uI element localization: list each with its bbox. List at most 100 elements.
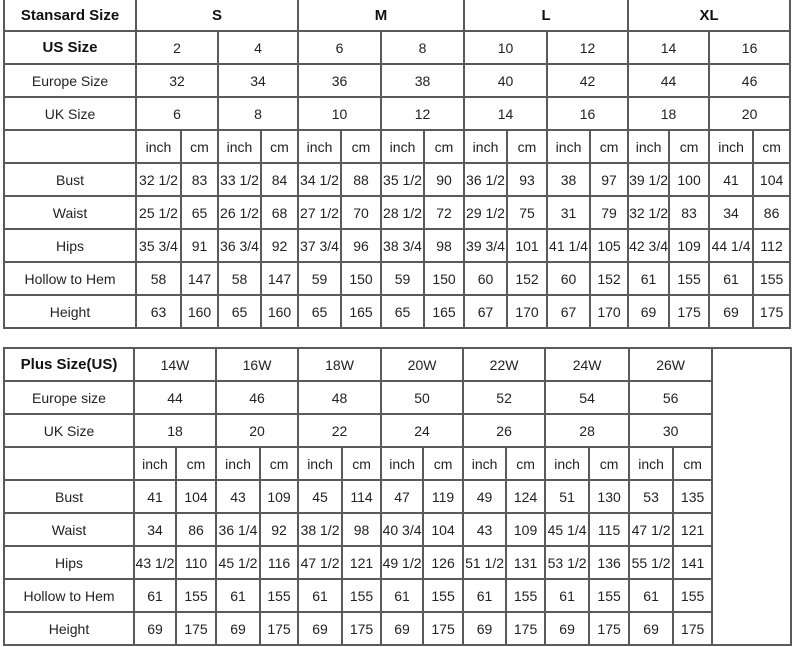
size-group-header: M	[297, 0, 466, 32]
measurement-value: 110	[174, 545, 218, 580]
plus-size-header: 18W	[297, 347, 383, 382]
unit-cm-header: cm	[174, 446, 218, 481]
unit-inch-header: inch	[380, 446, 425, 481]
unit-cm-header: cm	[506, 129, 549, 164]
unit-cm-header: cm	[672, 446, 714, 481]
size-value: 14	[627, 30, 711, 65]
measurement-value: 104	[422, 512, 465, 547]
measurement-value: 98	[341, 512, 383, 547]
measurement-row: Bust 41 104 43 109 45 114 47 119 49 124 51 130 53 135	[3, 479, 791, 514]
unit-cm-header: cm	[752, 129, 792, 164]
measurement-value: 36 3/4	[217, 228, 262, 263]
us-size-row: US Size 2 4 6 8 10 12 14 16	[3, 30, 792, 65]
measurement-value: 67	[463, 294, 509, 329]
measurement-value: 40 3/4	[380, 512, 425, 547]
size-value: 46	[215, 380, 300, 415]
measurement-value: 41	[708, 162, 755, 197]
uk-size-row: UK Size 6 8 10 12 14 16 18 20	[3, 96, 792, 131]
measurement-value: 100	[668, 162, 711, 197]
measurement-value: 51	[544, 479, 591, 514]
measurement-value: 152	[506, 261, 549, 296]
size-group-header: L	[463, 0, 630, 32]
measurement-value: 126	[422, 545, 465, 580]
measurement-value: 175	[668, 294, 711, 329]
empty-cell	[3, 446, 135, 481]
unit-cm-header: cm	[422, 446, 465, 481]
blank-side-cell	[711, 347, 793, 646]
size-group-row: Stansard Size S M L XL	[3, 0, 792, 32]
measurement-value: 61	[544, 578, 591, 613]
measurement-value: 104	[174, 479, 218, 514]
plus-size-header: 16W	[215, 347, 300, 382]
measurement-value: 59	[297, 261, 343, 296]
size-value: 4	[216, 30, 300, 65]
unit-inch-header: inch	[544, 446, 591, 481]
measurement-value: 112	[752, 228, 792, 263]
row-header-label: Plus Size(US)	[3, 347, 135, 382]
measurement-value: 38 3/4	[380, 228, 426, 263]
measurement-value: 58	[135, 261, 182, 296]
size-value: 36	[297, 63, 383, 98]
measurement-value: 104	[752, 162, 792, 197]
measurement-value: 93	[506, 162, 549, 197]
plus-size-table: Plus Size(US) 14W 16W 18W 20W 22W 24W 26W Europe…	[3, 347, 793, 646]
measurement-row: Bust 32 1/2 83 33 1/2 84 34 1/2 88 35 1/2 90 36 1…	[3, 162, 792, 197]
size-value: 16	[708, 30, 792, 65]
row-label: Europe Size	[3, 63, 137, 98]
measurement-value: 79	[589, 195, 630, 230]
measurement-value: 60	[546, 261, 592, 296]
europe-size-row: Europe Size 32 34 36 38 40 42 44 46	[3, 63, 792, 98]
measurement-value: 152	[589, 261, 630, 296]
measurement-value: 36 1/4	[215, 512, 262, 547]
measurement-value: 160	[180, 294, 219, 329]
size-value: 20	[708, 96, 792, 131]
measurement-value: 67	[546, 294, 592, 329]
plus-size-header: 14W	[132, 347, 218, 382]
size-value: 22	[297, 413, 383, 448]
measurement-value: 109	[505, 512, 547, 547]
measurement-value: 61	[133, 578, 177, 613]
unit-row: inch cm inch cm inch cm inch cm inch cm inch cm inch…	[3, 129, 792, 164]
measurement-label: Bust	[3, 162, 137, 197]
measurement-value: 155	[341, 578, 383, 613]
plus-size-header: 22W	[462, 347, 547, 382]
measurement-value: 45	[297, 479, 344, 514]
measurement-value: 88	[340, 162, 383, 197]
row-label: US Size	[3, 30, 137, 65]
size-value: 8	[380, 30, 466, 65]
plus-size-header: 24W	[544, 347, 631, 382]
measurement-value: 175	[588, 611, 631, 646]
measurement-value: 155	[672, 578, 714, 613]
unit-inch-header: inch	[133, 446, 177, 481]
measurement-value: 26 1/2	[217, 195, 262, 230]
row-label: UK Size	[3, 96, 137, 131]
measurement-value: 69	[708, 294, 755, 329]
row-label: UK Size	[3, 413, 135, 448]
measurement-row: Hips 43 1/2 110 45 1/2 116 47 1/2 121 49 1/2 126…	[3, 545, 791, 580]
size-value: 24	[380, 413, 465, 448]
measurement-value: 47 1/2	[297, 545, 344, 580]
measurement-value: 91	[180, 228, 219, 263]
measurement-value: 131	[505, 545, 547, 580]
size-value: 42	[546, 63, 630, 98]
measurement-value: 155	[588, 578, 631, 613]
measurement-row: Hollow to Hem 58 147 58 147 59 150 59 150 60 152 60…	[3, 261, 792, 296]
measurement-value: 150	[340, 261, 383, 296]
plus-size-header: 20W	[380, 347, 465, 382]
measurement-value: 61	[462, 578, 508, 613]
measurement-value: 175	[505, 611, 547, 646]
measurement-value: 86	[752, 195, 792, 230]
size-value: 40	[463, 63, 549, 98]
measurement-value: 49	[462, 479, 508, 514]
measurement-value: 58	[217, 261, 262, 296]
measurement-value: 136	[588, 545, 631, 580]
measurement-value: 86	[174, 512, 218, 547]
size-value: 2	[135, 30, 219, 65]
measurement-value: 98	[423, 228, 466, 263]
standard-size-table: Stansard Size S M L XL US Size 2 4 6 8 10 12 14 16 Eur…	[3, 0, 792, 329]
measurement-value: 69	[544, 611, 591, 646]
measurement-value: 175	[752, 294, 792, 329]
measurement-value: 25 1/2	[135, 195, 182, 230]
measurement-value: 59	[380, 261, 426, 296]
measurement-value: 155	[259, 578, 300, 613]
